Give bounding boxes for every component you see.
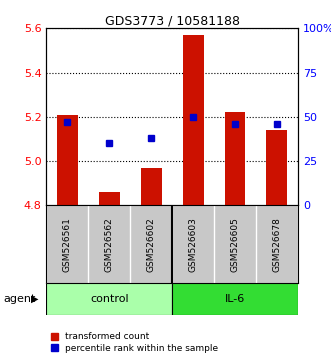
Bar — [183, 35, 204, 205]
FancyBboxPatch shape — [46, 283, 172, 315]
Legend: transformed count, percentile rank within the sample: transformed count, percentile rank withi… — [51, 332, 218, 353]
Text: GSM526602: GSM526602 — [147, 217, 156, 272]
Bar — [99, 192, 120, 205]
Bar — [266, 130, 287, 205]
Text: GSM526605: GSM526605 — [230, 217, 240, 272]
Text: GSM526678: GSM526678 — [272, 217, 281, 272]
Bar — [57, 115, 78, 205]
Text: GSM526562: GSM526562 — [105, 217, 114, 272]
FancyBboxPatch shape — [172, 283, 298, 315]
Text: GSM526603: GSM526603 — [189, 217, 198, 272]
Bar — [224, 113, 246, 205]
Title: GDS3773 / 10581188: GDS3773 / 10581188 — [105, 14, 240, 27]
Bar — [141, 168, 162, 205]
Text: IL-6: IL-6 — [225, 294, 245, 304]
Text: agent: agent — [3, 294, 36, 304]
Text: control: control — [90, 294, 128, 304]
Text: ▶: ▶ — [31, 294, 39, 304]
Text: GSM526561: GSM526561 — [63, 217, 72, 272]
